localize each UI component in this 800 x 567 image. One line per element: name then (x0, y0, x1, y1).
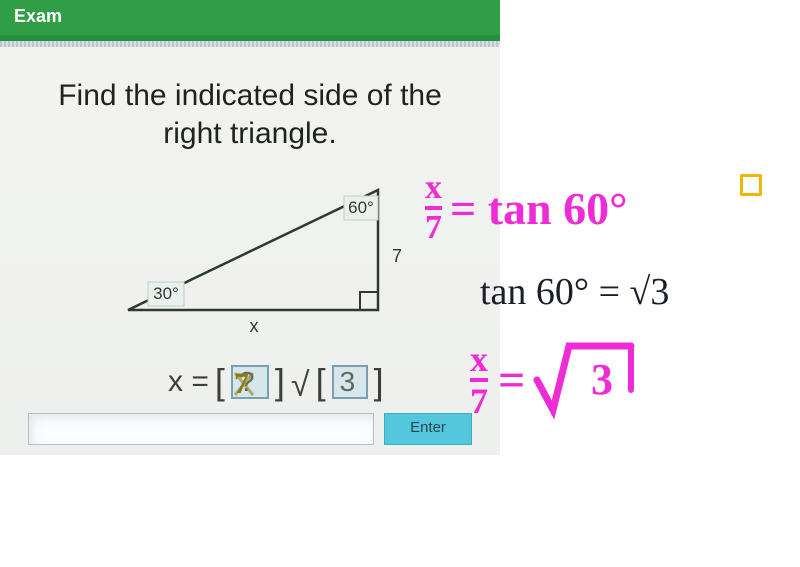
answer-input[interactable] (28, 413, 374, 445)
exam-title: Exam (14, 6, 62, 26)
enter-button-label: Enter (410, 419, 446, 436)
annotation-tan-value: tan 60° = √3 (480, 270, 669, 314)
angle-a-label: 30° (153, 284, 179, 303)
answer-box-2[interactable]: 3 (332, 365, 368, 398)
annotation-tan-value-text: tan 60° = √3 (480, 271, 669, 313)
side-bc-label: 7 (392, 246, 402, 266)
exam-banner: Exam (0, 0, 500, 41)
enter-button[interactable]: Enter (384, 413, 472, 445)
equals-icon: = (498, 353, 525, 408)
angle-c-label: 60° (348, 198, 374, 217)
triangle-diagram: 30° 60° 7 x (118, 160, 472, 355)
question-pane: Find the indicated side of the right tri… (0, 47, 500, 455)
question-line-2: right triangle. (163, 117, 336, 150)
side-ab-label: x (250, 316, 259, 336)
sqrt-symbol: √ (291, 366, 310, 405)
answer-box-1-placeholder: ? (239, 366, 255, 397)
annotation-eq3-sqrt: 3 (535, 340, 635, 420)
question-text: Find the indicated side of the right tri… (28, 77, 472, 152)
annotation-eq3-radicand: 3 (591, 355, 613, 404)
answer-box-1[interactable]: ? 7 (231, 365, 269, 398)
question-line-1: Find the indicated side of the (58, 79, 442, 112)
triangle-svg: 30° 60° 7 x (118, 160, 418, 350)
right-angle-mark (360, 292, 378, 310)
annotation-degree-box (740, 174, 762, 196)
answer-input-row: Enter (28, 413, 472, 445)
answer-template: x = [ ? 7 ] √ [ 3 ] (168, 361, 472, 403)
answer-box-2-value: 3 (340, 366, 356, 397)
answer-prefix: x = (168, 365, 209, 399)
